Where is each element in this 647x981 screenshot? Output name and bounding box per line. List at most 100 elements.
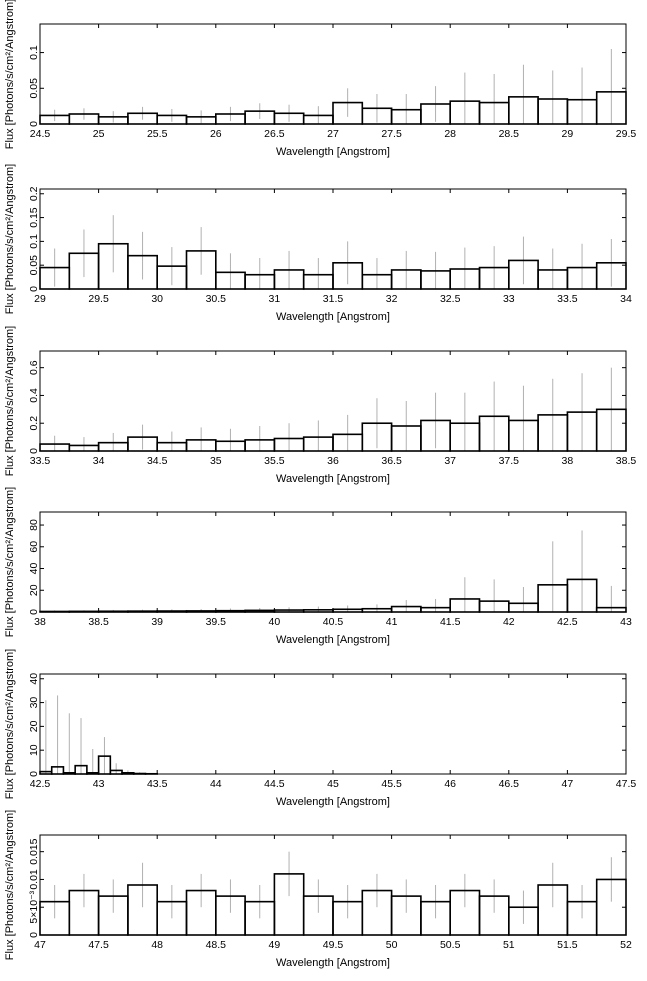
y-tick-label: 20 <box>28 720 40 732</box>
y-tick-label: 0.05 <box>28 78 40 99</box>
y-axis-label: Flux [Photons/s/cm²/Angstrom] <box>4 326 16 476</box>
x-tick-label: 27 <box>327 128 339 140</box>
x-tick-label: 28 <box>444 128 456 140</box>
flux-bin <box>97 755 112 775</box>
flux-bin <box>595 91 627 125</box>
x-tick-label: 35 <box>210 455 222 467</box>
x-tick-label: 46.5 <box>499 778 520 790</box>
x-tick-label: 46 <box>444 778 456 790</box>
y-tick-label: 20 <box>28 584 40 596</box>
y-tick-label: 60 <box>28 541 40 553</box>
x-axis-label: Wavelength [Angstrom] <box>276 473 390 485</box>
x-tick-label: 29.5 <box>88 293 109 305</box>
flux-bin <box>86 772 100 775</box>
x-tick-label: 26.5 <box>264 128 285 140</box>
x-tick-label: 32 <box>386 293 398 305</box>
chart-panel-4: 38 38.5 39 39.5 40 40.5 41 41.5 42 42.5 43 0 20 40 60 8… <box>4 487 632 646</box>
x-tick-label: 51.5 <box>557 939 578 951</box>
x-tick-label: 27.5 <box>381 128 402 140</box>
x-axis-label: Wavelength [Angstrom] <box>276 957 390 969</box>
y-tick-label: 0.015 <box>28 838 40 864</box>
x-tick-label: 43 <box>93 778 105 790</box>
y-tick-label: 0.1 <box>28 45 40 60</box>
x-tick-label: 24.5 <box>30 128 51 140</box>
x-tick-label: 38.5 <box>88 616 109 628</box>
x-tick-label: 34 <box>620 293 632 305</box>
x-tick-label: 31 <box>269 293 281 305</box>
plot-frame <box>39 673 627 775</box>
flux-bin <box>121 772 135 775</box>
x-tick-label: 41 <box>386 616 398 628</box>
y-tick-label: 0.1 <box>28 234 40 249</box>
flux-bin <box>50 766 65 775</box>
x-tick-label: 43.5 <box>147 778 168 790</box>
y-axis-label: Flux [Photons/s/cm²/Angstrom] <box>4 0 16 149</box>
flux-bin <box>215 609 246 613</box>
y-tick-label: 0.01 <box>28 869 40 890</box>
x-axis-label: Wavelength [Angstrom] <box>276 146 390 158</box>
x-axis-label: Wavelength [Angstrom] <box>276 796 390 808</box>
x-tick-label: 30 <box>151 293 163 305</box>
y-tick-label: 0.6 <box>28 360 40 375</box>
x-tick-label: 33.5 <box>557 293 578 305</box>
y-tick-label: 0 <box>28 609 40 615</box>
y-axis-label: Flux [Photons/s/cm²/Angstrom] <box>4 810 16 960</box>
x-tick-label: 47.5 <box>616 778 637 790</box>
x-tick-label: 49.5 <box>323 939 344 951</box>
y-tick-label: 0.2 <box>28 416 40 431</box>
x-tick-label: 47 <box>562 778 574 790</box>
x-tick-label: 35.5 <box>264 455 285 467</box>
chart-panel-2: 29 29.5 30 30.5 31 31.5 32 32.5 33 33.5 34 0 0.05 0.1… <box>4 164 632 323</box>
flux-bin <box>185 250 217 290</box>
x-tick-label: 34 <box>93 455 105 467</box>
y-tick-label: 0 <box>28 121 40 127</box>
y-axis-label: Flux [Photons/s/cm²/Angstrom] <box>4 164 16 314</box>
x-tick-label: 48 <box>151 939 163 951</box>
x-tick-label: 37.5 <box>499 455 520 467</box>
flux-bin <box>39 610 71 613</box>
y-tick-label: 40 <box>28 673 40 685</box>
x-tick-label: 42 <box>503 616 515 628</box>
y-tick-label: 30 <box>28 697 40 709</box>
x-tick-label: 33 <box>503 293 515 305</box>
x-tick-label: 36.5 <box>381 455 402 467</box>
x-tick-label: 29.5 <box>616 128 637 140</box>
chart-panel-3: 33.5 34 34.5 35 35.5 36 36.5 37 37.5 38 38.5 0 0.2 0.… <box>4 326 636 485</box>
x-tick-label: 44.5 <box>264 778 285 790</box>
chart-panel-5: 42.5 43 43.5 44 44.5 45 45.5 46 46.5 47 47.5 0 10 20 3… <box>4 649 636 808</box>
y-tick-label: 5×10⁻³ <box>28 890 40 923</box>
x-tick-label: 52 <box>620 939 632 951</box>
x-tick-label: 34.5 <box>147 455 168 467</box>
y-tick-label: 0.2 <box>28 186 40 201</box>
x-tick-label: 42.5 <box>557 616 578 628</box>
x-axis-label: Wavelength [Angstrom] <box>276 634 390 646</box>
x-tick-label: 51 <box>503 939 515 951</box>
x-tick-label: 32.5 <box>440 293 461 305</box>
flux-bin <box>97 610 129 613</box>
flux-bin <box>156 610 188 613</box>
flux-bin <box>185 610 217 613</box>
x-tick-label: 44 <box>210 778 222 790</box>
y-tick-label: 0 <box>28 771 40 777</box>
x-tick-label: 38 <box>34 616 46 628</box>
x-tick-label: 48.5 <box>206 939 227 951</box>
x-tick-label: 42.5 <box>30 778 51 790</box>
y-tick-label: 0.15 <box>28 207 40 228</box>
x-tick-label: 40.5 <box>323 616 344 628</box>
x-tick-label: 39 <box>151 616 163 628</box>
x-tick-label: 37 <box>444 455 456 467</box>
x-tick-label: 50.5 <box>440 939 461 951</box>
x-tick-label: 50 <box>386 939 398 951</box>
flux-bin <box>566 578 598 613</box>
x-tick-label: 25 <box>93 128 105 140</box>
flux-bin <box>127 610 159 613</box>
y-tick-label: 80 <box>28 519 40 531</box>
x-tick-label: 28.5 <box>499 128 520 140</box>
flux-bin <box>595 878 627 936</box>
x-tick-label: 29 <box>34 293 46 305</box>
y-tick-label: 0.4 <box>28 388 40 403</box>
y-tick-label: 0 <box>28 932 40 938</box>
x-tick-label: 41.5 <box>440 616 461 628</box>
x-tick-label: 47 <box>34 939 46 951</box>
